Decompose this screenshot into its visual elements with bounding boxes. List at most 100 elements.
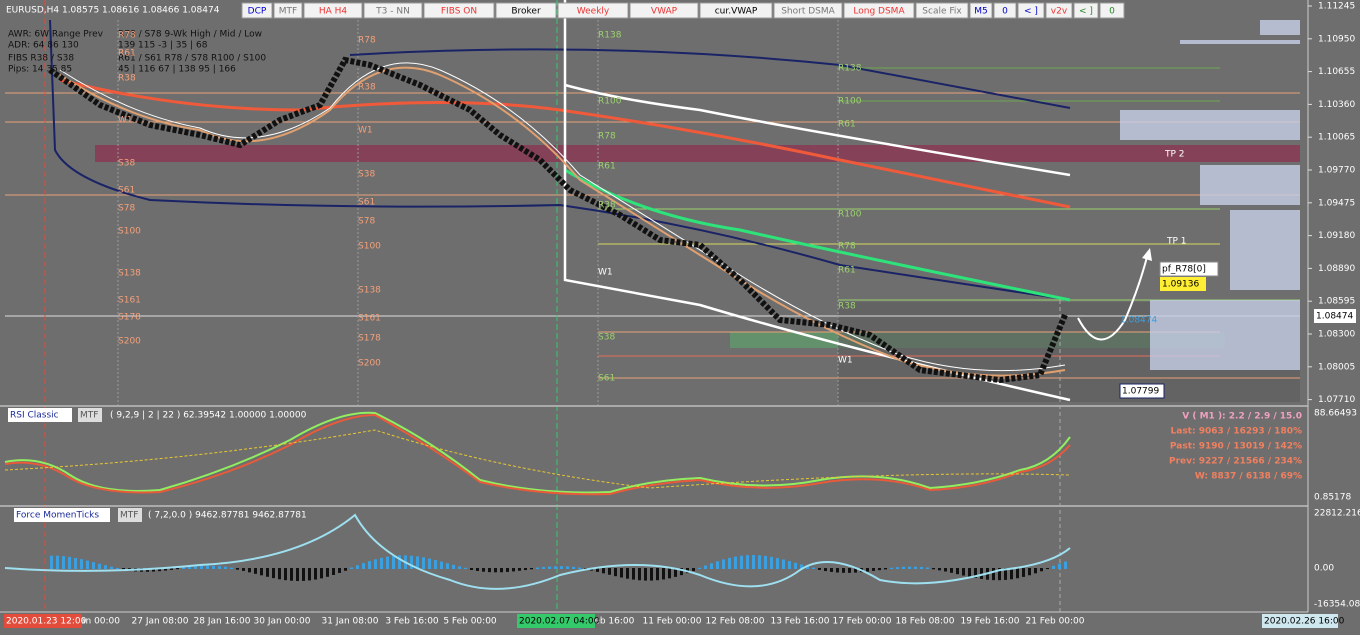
force-bar xyxy=(1022,568,1025,577)
time-label: 13 Feb 16:00 xyxy=(770,617,829,627)
force-bar xyxy=(1040,568,1043,572)
toolbar-button[interactable] xyxy=(303,2,363,19)
force-bar xyxy=(644,568,647,581)
price-tick-label: 1.08005 xyxy=(1318,362,1355,372)
toolbar-label: Long DSMA xyxy=(853,7,905,17)
force-bar xyxy=(218,566,221,569)
force-bar xyxy=(230,567,233,569)
force-mtf-bg xyxy=(118,508,142,522)
info-text: R78 / S78 9-Wk High / Mid / Low xyxy=(118,30,262,40)
force-bar xyxy=(812,567,815,569)
force-bar xyxy=(320,568,323,579)
rsi-name-bg xyxy=(8,408,72,422)
force-bar xyxy=(722,559,725,569)
force-bar xyxy=(614,568,617,577)
force-bar xyxy=(656,568,659,581)
force-bar xyxy=(284,568,287,581)
toolbar-button[interactable] xyxy=(629,2,699,19)
force-name-bg xyxy=(14,508,110,522)
toolbar-button[interactable] xyxy=(843,2,915,19)
toolbar-button[interactable] xyxy=(1017,2,1045,19)
force-bar xyxy=(356,565,359,569)
toolbar-label: Short DSMA xyxy=(781,7,835,17)
long-dsma xyxy=(59,78,1071,209)
force-bar xyxy=(110,566,113,569)
level-label: S161 xyxy=(118,296,141,306)
toolbar-button[interactable] xyxy=(699,2,773,19)
toolbar-button[interactable] xyxy=(1045,2,1073,19)
force-bar xyxy=(1064,561,1067,569)
force-bar xyxy=(770,556,773,569)
force-bar xyxy=(1034,568,1037,574)
toolbar-label: cur.VWAP xyxy=(715,7,758,17)
force-bar xyxy=(176,568,179,570)
toolbar-label: < ] xyxy=(1024,7,1038,17)
force-bar xyxy=(962,568,965,576)
level-label: S100 xyxy=(358,242,381,252)
price-tick-label: 1.08300 xyxy=(1318,330,1355,340)
force-bar xyxy=(788,561,791,569)
toolbar-button[interactable] xyxy=(273,2,303,19)
force-bar xyxy=(386,556,389,569)
force-bar xyxy=(566,566,569,569)
force-bar xyxy=(536,567,539,569)
time-cursor: 2020.02.07 04:00 xyxy=(519,617,600,627)
tp2-zone xyxy=(95,145,1300,162)
force-bar xyxy=(878,568,881,571)
low-price: 1.07799 xyxy=(1122,387,1159,397)
toolbar-label: M5 xyxy=(974,7,988,17)
rsi-name: RSI Classic xyxy=(10,411,59,421)
rsi-signal xyxy=(4,429,1071,489)
toolbar-button[interactable] xyxy=(993,2,1017,19)
force-bar xyxy=(422,557,425,569)
level-label: R38 xyxy=(358,83,376,93)
force-bar xyxy=(80,559,83,569)
force-bar xyxy=(1010,568,1013,580)
force-bar xyxy=(74,557,77,569)
projection-arrow xyxy=(1077,252,1149,341)
force-bar xyxy=(680,568,683,576)
price-tick-label: 1.10950 xyxy=(1318,34,1355,44)
rsi-mtf-bg xyxy=(78,408,102,422)
rsi-mtf: MTF xyxy=(80,411,98,421)
toolbar-button[interactable] xyxy=(1099,2,1125,19)
toolbar-button[interactable] xyxy=(557,2,629,19)
force-bar xyxy=(338,568,341,573)
force-bar xyxy=(158,568,161,572)
toolbar-button[interactable] xyxy=(773,2,843,19)
toolbar-button[interactable] xyxy=(423,2,495,19)
rsi-axis-bottom: 0.85178 xyxy=(1314,493,1351,503)
force-bar xyxy=(362,563,365,569)
force-bar xyxy=(1016,568,1019,579)
force-bar xyxy=(470,568,473,570)
toolbar-button[interactable] xyxy=(495,2,557,19)
pf-label: pf_R78[0] xyxy=(1162,265,1206,275)
price-tick-label: 1.11245 xyxy=(1318,2,1355,12)
force-bar xyxy=(416,556,419,569)
force-bar xyxy=(908,566,911,569)
price-tick-label: 1.08890 xyxy=(1318,264,1355,274)
level-label: R78 xyxy=(598,132,616,142)
time-label: 30 Jan 00:00 xyxy=(254,617,311,627)
force-bar xyxy=(98,563,101,569)
time-label: 12 Feb 08:00 xyxy=(705,617,764,627)
toolbar-button[interactable] xyxy=(1073,2,1099,19)
level-label: S138 xyxy=(358,286,381,296)
toolbar-button[interactable] xyxy=(241,2,273,19)
force-bar xyxy=(206,565,209,569)
force-bar xyxy=(596,568,599,572)
rsi-stat: V ( M1 ): 2.2 / 2.9 / 15.0 xyxy=(1182,412,1302,422)
toolbar-button[interactable] xyxy=(969,2,993,19)
toolbar-button[interactable] xyxy=(363,2,423,19)
force-bar xyxy=(188,566,191,569)
time-cursor-bg xyxy=(517,614,595,628)
toolbar-label: Scale Fix xyxy=(922,7,962,17)
force-bar xyxy=(866,568,869,572)
force-bar xyxy=(56,555,59,569)
force-bar xyxy=(434,560,437,569)
toolbar-button[interactable] xyxy=(915,2,969,19)
force-bar xyxy=(872,568,875,571)
rsi-stat: Past: 9190 / 13019 / 142% xyxy=(1170,442,1302,452)
force-bar xyxy=(524,568,527,571)
force-axis-mid: 0.00 xyxy=(1314,564,1334,574)
